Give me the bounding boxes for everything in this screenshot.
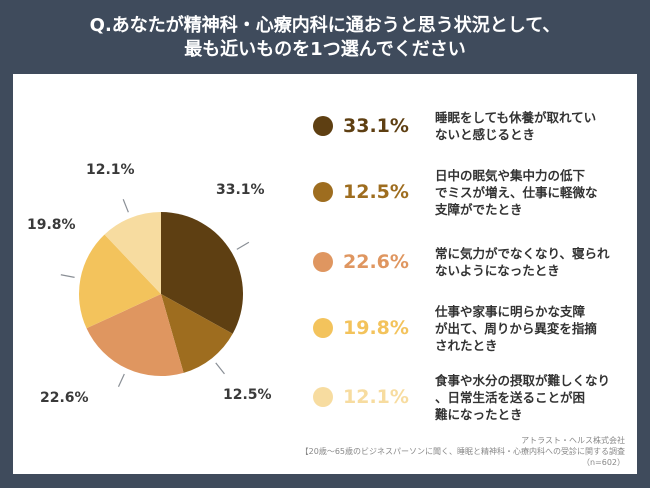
title-line-1: Q.あなたが精神科・心療内科に通おうと思う状況として、 bbox=[89, 15, 561, 36]
legend-text-line: 支障がでたとき bbox=[435, 201, 523, 217]
legend-text-line: 仕事や家事に明らかな支障 bbox=[435, 303, 586, 319]
legend-swatch bbox=[313, 116, 333, 136]
legend-text-line: 、日常生活を送ることが困 bbox=[435, 389, 586, 405]
legend-swatch bbox=[313, 387, 333, 407]
pie-slice-4 bbox=[78, 234, 161, 329]
legend-text-line: 食事や水分の摂取が難しくなり bbox=[435, 372, 611, 388]
legend-description: 睡眠をしても休養が取れてい ないと感じるとき bbox=[435, 109, 621, 143]
legend-item-4: 19.8% 仕事や家事に明らかな支障 が出て、周りから異変を指摘 されたとき bbox=[313, 298, 621, 358]
chart-card: 33.1% 12.5% 22.6% 19.8% 12.1% 33.1% 睡眠をし… bbox=[13, 74, 637, 474]
legend-text-line: が出て、周りから異変を指摘 bbox=[435, 320, 597, 336]
legend-description: 日中の眠気や集中力の低下 でミスが増え、仕事に軽微な 支障がでたとき bbox=[435, 167, 621, 218]
source-line: （n=602） bbox=[581, 458, 625, 467]
pie-label-slice-3: 22.6% bbox=[40, 390, 89, 406]
leader-line-4 bbox=[60, 274, 75, 278]
legend-percent: 33.1% bbox=[343, 115, 409, 137]
legend-percent: 19.8% bbox=[343, 317, 409, 339]
pie-label-slice-1: 33.1% bbox=[216, 182, 265, 198]
legend-text-line: 日中の眠気や集中力の低下 bbox=[435, 167, 586, 183]
leader-line-2 bbox=[215, 362, 225, 375]
legend-percent: 12.1% bbox=[343, 386, 409, 408]
legend-text-line: ないと感じるとき bbox=[435, 127, 536, 142]
pie-slice-2 bbox=[161, 294, 233, 373]
legend-swatch bbox=[313, 318, 333, 338]
pie-slice-3 bbox=[86, 294, 184, 376]
legend-swatch bbox=[313, 252, 333, 272]
page-title: Q.あなたが精神科・心療内科に通おうと思う状況として、 最も近いものを1つ選んで… bbox=[0, 14, 650, 62]
legend-item-2: 12.5% 日中の眠気や集中力の低下 でミスが増え、仕事に軽微な 支障がでたとき bbox=[313, 162, 621, 222]
legend-description: 仕事や家事に明らかな支障 が出て、周りから異変を指摘 されたとき bbox=[435, 303, 621, 354]
legend-text-line: されたとき bbox=[435, 337, 498, 353]
legend-text-line: ないようになったとき bbox=[435, 263, 560, 278]
legend-text-line: 常に気力がでなくなり、寝られ bbox=[435, 246, 610, 261]
leader-line-1 bbox=[236, 241, 250, 250]
leader-line-5 bbox=[122, 199, 129, 213]
legend-text-line: 難になったとき bbox=[435, 406, 523, 422]
pie-slice-5 bbox=[104, 212, 161, 294]
leader-line-3 bbox=[117, 373, 125, 387]
pie-label-slice-5: 12.1% bbox=[86, 162, 135, 178]
legend-description: 常に気力がでなくなり、寝られ ないようになったとき bbox=[435, 245, 621, 279]
source-line: アトラスト・ヘルス株式会社 bbox=[521, 436, 625, 445]
pie-label-slice-4: 19.8% bbox=[27, 217, 76, 233]
legend-percent: 22.6% bbox=[343, 251, 409, 273]
legend-item-5: 12.1% 食事や水分の摂取が難しくなり 、日常生活を送ることが困 難になったと… bbox=[313, 367, 621, 427]
legend-text-line: 睡眠をしても休養が取れてい bbox=[435, 110, 597, 125]
legend-percent: 12.5% bbox=[343, 181, 409, 203]
legend-text-line: でミスが増え、仕事に軽微な bbox=[435, 184, 598, 200]
pie-chart bbox=[60, 199, 250, 387]
legend-description: 食事や水分の摂取が難しくなり 、日常生活を送ることが困 難になったとき bbox=[435, 372, 621, 423]
source-line: 【20歳～65歳のビジネスパーソンに聞く、睡眠と精神科・心療内科への受診に関する… bbox=[300, 447, 625, 456]
legend-item-3: 22.6% 常に気力がでなくなり、寝られ ないようになったとき bbox=[313, 232, 621, 292]
pie-slice-1 bbox=[161, 212, 243, 334]
legend-item-1: 33.1% 睡眠をしても休養が取れてい ないと感じるとき bbox=[313, 96, 621, 156]
legend-swatch bbox=[313, 182, 333, 202]
pie-label-slice-2: 12.5% bbox=[223, 387, 272, 403]
source-note: アトラスト・ヘルス株式会社 【20歳～65歳のビジネスパーソンに聞く、睡眠と精神… bbox=[301, 435, 625, 468]
title-line-2: 最も近いものを1つ選んでください bbox=[184, 39, 466, 60]
